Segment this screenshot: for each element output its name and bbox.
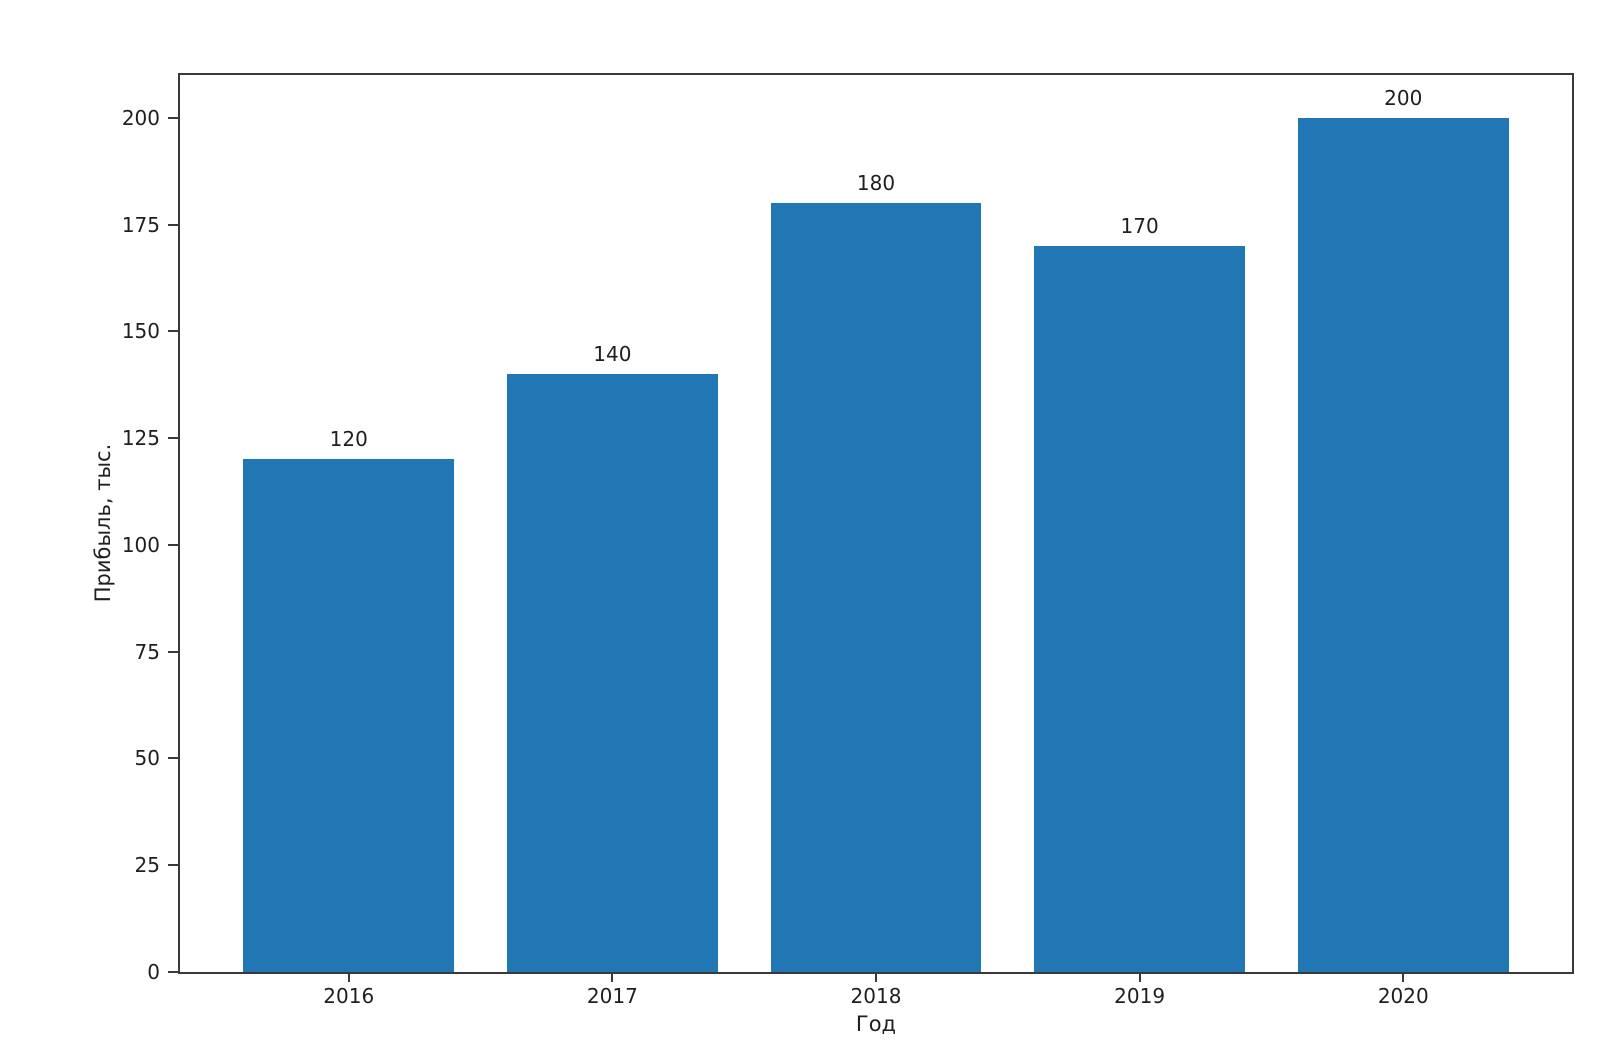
y-tick-label-0: 0 [147,960,160,984]
x-tick-label-2019: 2019 [1114,984,1166,1008]
bar-2016 [243,459,455,972]
bar-2018 [770,203,982,972]
bar-2020 [1297,117,1509,972]
plot-area: 120 140 180 170 200 [178,73,1574,974]
x-tick-label-2020: 2020 [1377,984,1429,1008]
bar-value-label-2020: 200 [1384,85,1423,110]
y-tick-label-175: 175 [121,212,160,237]
bar-2017 [506,374,718,972]
bar-value-label-2018: 180 [856,171,896,196]
x-tick-mark-2017 [611,972,614,982]
bar-value-label-2017: 140 [593,342,632,366]
y-tick-mark-0 [168,971,178,973]
y-tick-label-150: 150 [121,319,160,344]
x-tick-label-2017: 2017 [586,984,638,1008]
y-tick-label-100: 100 [121,532,160,557]
y-tick-label-75: 75 [134,639,160,664]
bar-2019 [1034,245,1246,972]
x-tick-mark-2019 [1138,972,1141,982]
x-tick-label-2016: 2016 [323,984,375,1008]
y-tick-mark-150 [168,330,178,333]
y-axis-title: Прибыль, тыс. [91,443,115,603]
x-tick-mark-2016 [347,972,350,982]
bar-value-label-2019: 170 [1120,213,1159,238]
y-tick-label-200: 200 [121,105,160,130]
y-tick-label-125: 125 [121,426,160,451]
y-tick-mark-50 [168,757,178,760]
y-tick-mark-125 [168,437,178,440]
y-tick-label-50: 50 [134,746,160,771]
y-tick-mark-75 [168,650,178,653]
x-tick-label-2018: 2018 [850,984,902,1008]
bar-value-label-2016: 120 [329,427,368,452]
y-tick-mark-200 [168,116,178,119]
y-tick-mark-100 [168,543,178,546]
x-tick-mark-2020 [1402,972,1405,982]
x-axis-title: Год [855,1012,897,1036]
y-tick-mark-25 [168,864,178,867]
y-tick-label-25: 25 [134,853,160,878]
y-tick-mark-175 [168,223,178,226]
x-tick-mark-2018 [875,972,877,982]
